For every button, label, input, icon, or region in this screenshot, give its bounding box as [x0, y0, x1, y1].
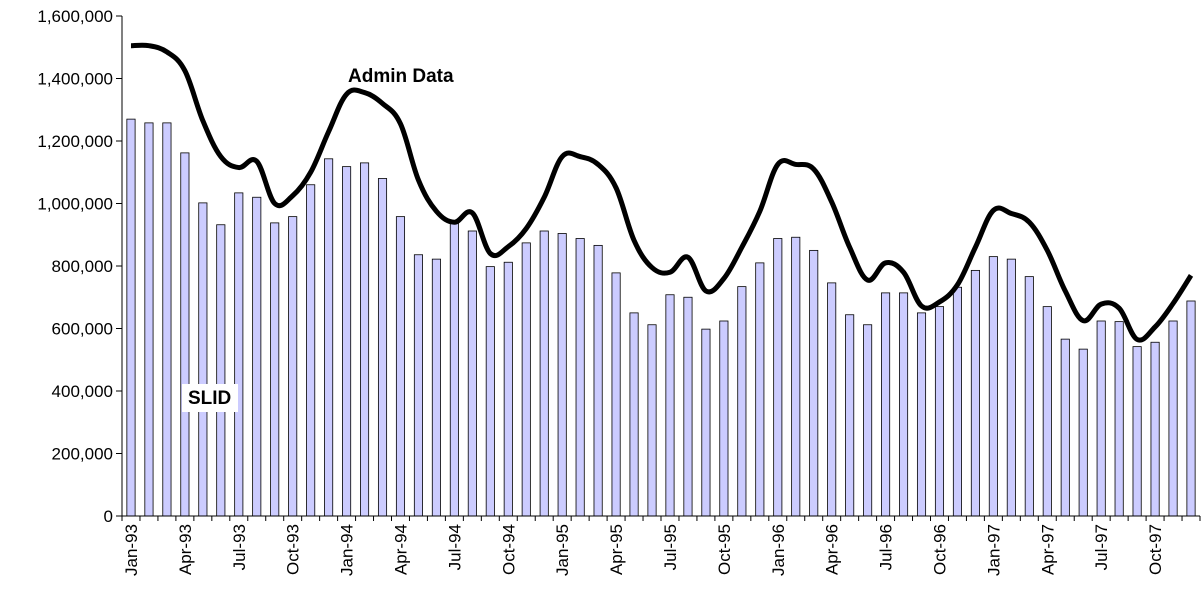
x-tick-label: Oct-94: [499, 524, 518, 575]
x-tick-label: Jul-96: [877, 524, 896, 570]
slid-bar: [557, 233, 567, 517]
y-tick-label: 800,000: [52, 257, 113, 276]
slid-bar: [198, 202, 208, 517]
y-tick-label: 1,400,000: [37, 70, 113, 89]
x-tick-label: Apr-96: [823, 524, 842, 575]
y-tick-label: 600,000: [52, 320, 113, 339]
slid-bar: [683, 296, 693, 517]
slid-bar: [395, 216, 406, 517]
slid-bar: [1006, 258, 1016, 517]
slid-bar: [180, 152, 190, 517]
x-tick-label: Jul-94: [445, 524, 464, 570]
slid-bar: [1060, 338, 1070, 517]
slid-bar: [1024, 276, 1034, 517]
slid-bar: [1042, 306, 1052, 517]
admin-data-line-layer: [130, 42, 1194, 343]
slid-bar: [306, 184, 316, 517]
x-tick-label: Oct-97: [1146, 524, 1165, 575]
admin-data-label: Admin Data: [348, 66, 454, 87]
slid-bar: [449, 221, 459, 517]
x-tick-label: Oct-95: [715, 524, 734, 575]
x-tick-label: Jul-93: [230, 524, 249, 570]
slid-bar: [162, 122, 172, 517]
y-tick-label: 1,200,000: [37, 132, 113, 151]
slid-bar: [1078, 348, 1088, 517]
slid-bar: [701, 328, 711, 517]
y-axis: 0 200,000 400,000 600,000 800,000 1,000,000 1,…: [37, 7, 123, 526]
x-tick-label: Jul-97: [1092, 524, 1111, 570]
slid-bar: [144, 122, 154, 517]
slid-bar: [288, 216, 298, 517]
slid-bar: [342, 166, 352, 517]
slid-bar: [324, 158, 334, 517]
slid-bar: [629, 312, 639, 517]
slid-bar: [234, 192, 244, 517]
slid-bar: [845, 314, 855, 517]
slid-bar: [1114, 321, 1124, 517]
slid-bar: [827, 282, 837, 517]
slid-bar: [719, 320, 729, 517]
slid-bar: [575, 238, 585, 517]
slid-label: SLID: [188, 388, 231, 409]
slid-bar: [611, 272, 621, 517]
x-tick-label: Apr-95: [607, 524, 626, 575]
x-tick-label: Jan-97: [984, 524, 1003, 576]
slid-bar: [791, 236, 801, 517]
slid-bar: [863, 324, 873, 517]
x-tick-label: Apr-97: [1038, 524, 1057, 575]
y-tick-label: 0: [104, 507, 113, 526]
slid-bar: [934, 306, 945, 517]
x-tick-label: Oct-93: [284, 524, 303, 575]
slid-bar: [126, 118, 136, 517]
y-tick-label: 200,000: [52, 445, 113, 464]
slid-bar: [521, 242, 531, 517]
slid-bar: [593, 244, 603, 517]
slid-bar: [360, 162, 370, 517]
slid-bar: [647, 324, 657, 517]
slid-bar: [988, 256, 998, 517]
slid-bar: [665, 294, 675, 517]
slid-bar: [377, 178, 388, 517]
x-tick-label: Jan-95: [553, 524, 572, 576]
slid-bar: [1096, 320, 1106, 517]
slid-bar: [916, 312, 927, 517]
slid-bar: [1132, 346, 1142, 517]
slid-bar: [270, 222, 280, 517]
x-tick-label: Apr-94: [391, 524, 410, 575]
y-tick-label: 1,600,000: [37, 7, 113, 26]
x-tick-label: Apr-93: [176, 524, 195, 575]
x-tick-label: Jan-94: [338, 524, 357, 576]
slid-bar: [252, 196, 262, 517]
slid-bar: [809, 249, 819, 517]
slid-bar: [899, 292, 909, 517]
admin-data-line: [130, 42, 1194, 343]
y-tick-label: 400,000: [52, 382, 113, 401]
x-tick-label: Jan-93: [122, 524, 141, 576]
slid-bar: [431, 258, 441, 517]
slid-bar: [773, 238, 783, 517]
slid-bar: [485, 266, 495, 517]
slid-bar: [413, 254, 423, 517]
slid-bar: [539, 230, 549, 517]
slid-bar: [1186, 300, 1196, 517]
slid-bar: [467, 230, 477, 517]
slid-bar: [755, 262, 765, 517]
slid-label-background: [182, 384, 238, 412]
x-axis: Jan-93 Apr-93 Jul-93 Oct-93 Jan-94 Apr-94 Jul-…: [121, 515, 1201, 576]
slid-bar: [881, 292, 891, 517]
slid-bar: [1168, 320, 1178, 517]
slid-bar: [1150, 341, 1160, 517]
x-tick-label: Oct-96: [930, 524, 949, 575]
y-tick-label: 1,000,000: [37, 195, 113, 214]
slid-bar: [970, 269, 980, 517]
slid-bars: [126, 118, 1196, 517]
slid-bar: [737, 286, 747, 517]
x-tick-label: Jul-95: [661, 524, 680, 570]
slid-bar: [216, 224, 226, 517]
x-tick-label: Jan-96: [769, 524, 788, 576]
annotations: Admin Data SLID: [182, 66, 454, 412]
slid-bar: [503, 261, 513, 517]
slid-bar: [952, 286, 962, 517]
